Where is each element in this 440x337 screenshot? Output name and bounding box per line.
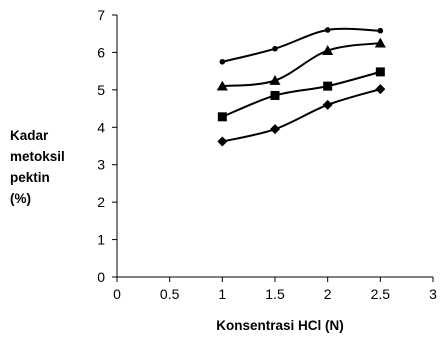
y-tick-label: 0: [97, 269, 105, 285]
data-point-diamond: [270, 124, 280, 134]
x-tick-label: 0: [113, 286, 121, 302]
data-point-circle: [220, 59, 226, 65]
y-tick-label: 2: [97, 194, 105, 210]
series-line: [222, 72, 380, 117]
data-point-diamond: [217, 137, 227, 147]
series-line: [222, 43, 380, 86]
y-axis-title-line: (%): [10, 191, 31, 206]
data-point-diamond: [323, 100, 333, 110]
data-point-square: [271, 91, 280, 100]
y-tick-label: 4: [97, 119, 105, 135]
x-tick-label: 2.5: [371, 286, 391, 302]
data-point-square: [323, 82, 332, 91]
x-tick-label: 1.5: [265, 286, 285, 302]
y-tick-label: 6: [97, 44, 105, 60]
y-tick-label: 5: [97, 82, 105, 98]
data-point-square: [218, 112, 227, 121]
y-tick-label: 7: [97, 7, 105, 23]
y-axis-title: Kadar metoksil pektin (%): [10, 128, 69, 206]
y-axis-title-line: pektin: [10, 170, 50, 185]
x-tick-label: 0.5: [160, 286, 180, 302]
y-axis-title-line: metoksil: [10, 149, 65, 164]
series-line: [222, 89, 380, 141]
x-tick-label: 1: [218, 286, 226, 302]
series-triangle: [217, 38, 386, 91]
data-point-circle: [272, 46, 278, 52]
data-point-circle: [378, 28, 384, 34]
data-point-diamond: [375, 84, 385, 94]
series-layer: [217, 27, 386, 146]
series-diamond: [217, 84, 385, 146]
y-axis-title-line: Kadar: [10, 128, 49, 143]
data-point-circle: [325, 27, 331, 33]
y-tick-label: 1: [97, 232, 105, 248]
x-tick-label: 3: [429, 286, 437, 302]
x-tick-label: 2: [324, 286, 332, 302]
data-point-square: [376, 67, 385, 76]
y-tick-label: 3: [97, 157, 105, 173]
x-axis-title: Konsentrasi HCl (N): [216, 318, 344, 333]
